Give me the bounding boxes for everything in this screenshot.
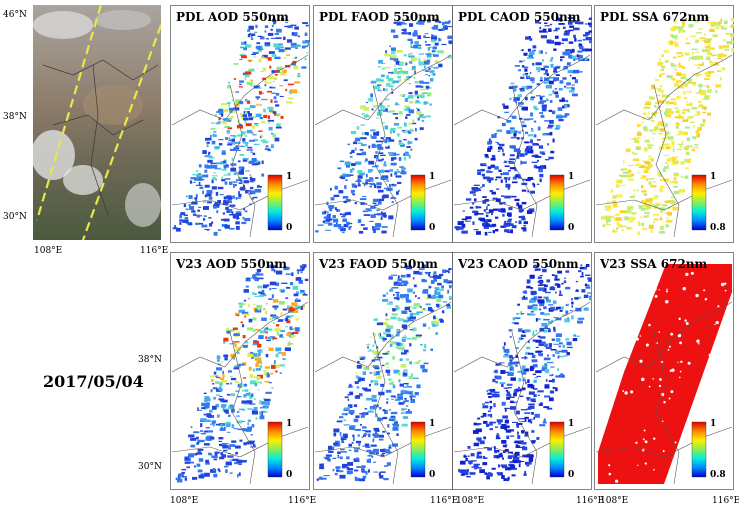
panel-title: V23 FAOD 550nm <box>319 257 438 271</box>
lon-label-116e: 116°E <box>140 246 169 256</box>
map-panel-7-plot <box>452 252 592 490</box>
lon-label-108e-b3: 108°E <box>456 496 485 506</box>
panel-title: V23 AOD 550nm <box>176 257 288 271</box>
panel-title: V23 CAOD 550nm <box>458 257 579 271</box>
date-label: 2017/05/04 <box>43 372 144 391</box>
colorbar-max-label: 1 <box>429 172 436 182</box>
colorbar <box>691 174 707 231</box>
map-panel-6: V23 FAOD 550nm 1 0 <box>313 252 453 490</box>
colorbar-min-label: 0 <box>286 470 293 480</box>
colorbar-min-label: 0.8 <box>710 470 726 480</box>
panel-title: PDL CAOD 550nm <box>458 10 581 24</box>
lon-label-108e-b4: 108°E <box>600 496 629 506</box>
colorbar-max-label: 1 <box>710 172 717 182</box>
map-panel-7: V23 CAOD 550nm 1 0 <box>452 252 592 490</box>
colorbar-max-label: 1 <box>286 172 293 182</box>
map-panel-8: V23 SSA 672nm 1 0.8 <box>594 252 734 490</box>
colorbar-max-label: 1 <box>568 172 575 182</box>
lat-label-30n: 30°N <box>3 212 27 222</box>
map-panel-2: PDL FAOD 550nm 1 0 <box>313 5 453 243</box>
swath-line-right <box>81 24 161 240</box>
colorbar-max-label: 1 <box>710 419 717 429</box>
colorbar <box>267 421 283 478</box>
map-panel-1-plot <box>170 5 310 243</box>
map-panel-4-plot <box>594 5 734 243</box>
colorbar-max-label: 1 <box>286 419 293 429</box>
colorbar-max-label: 1 <box>568 419 575 429</box>
colorbar <box>410 174 426 231</box>
swath-line-left <box>35 5 103 221</box>
map-panel-6-plot <box>313 252 453 490</box>
lat-label-38n: 38°N <box>3 112 27 122</box>
colorbar <box>549 421 565 478</box>
map-panel-2-plot <box>313 5 453 243</box>
lon-label-116e-b4: 116°E <box>712 496 739 506</box>
map-panel-3-plot <box>452 5 592 243</box>
map-panel-4: PDL SSA 672nm 1 0.8 <box>594 5 734 243</box>
colorbar-max-label: 1 <box>429 419 436 429</box>
colorbar <box>267 174 283 231</box>
colorbar-min-label: 0 <box>429 223 436 233</box>
colorbar <box>691 421 707 478</box>
colorbar-min-label: 0 <box>568 223 575 233</box>
lon-label-116e-b3: 116°E <box>576 496 605 506</box>
map-panel-3: PDL CAOD 550nm 1 0 <box>452 5 592 243</box>
colorbar-min-label: 0.8 <box>710 223 726 233</box>
colorbar <box>549 174 565 231</box>
lon-label-108e-b1: 108°E <box>170 496 199 506</box>
map-panel-1: PDL AOD 550nm 1 0 <box>170 5 310 243</box>
satellite-rgb-image <box>33 5 161 240</box>
panel-title: PDL SSA 672nm <box>600 10 710 24</box>
colorbar-min-label: 0 <box>286 223 293 233</box>
map-panel-5-plot <box>170 252 310 490</box>
panel-title: V23 SSA 672nm <box>600 257 708 271</box>
lat-label-30n-lower: 30°N <box>138 462 162 472</box>
colorbar-min-label: 0 <box>429 470 436 480</box>
lon-label-108e: 108°E <box>34 246 63 256</box>
colorbar <box>410 421 426 478</box>
panel-title: PDL AOD 550nm <box>176 10 289 24</box>
panel-title: PDL FAOD 550nm <box>319 10 440 24</box>
lon-label-116e-b2: 116°E <box>430 496 459 506</box>
map-panel-5: V23 AOD 550nm 1 0 <box>170 252 310 490</box>
lon-label-116e-b1: 116°E <box>288 496 317 506</box>
lat-label-46n: 46°N <box>3 10 27 20</box>
colorbar-min-label: 0 <box>568 470 575 480</box>
lat-label-38n-lower: 38°N <box>138 355 162 365</box>
map-panel-8-plot <box>594 252 734 490</box>
